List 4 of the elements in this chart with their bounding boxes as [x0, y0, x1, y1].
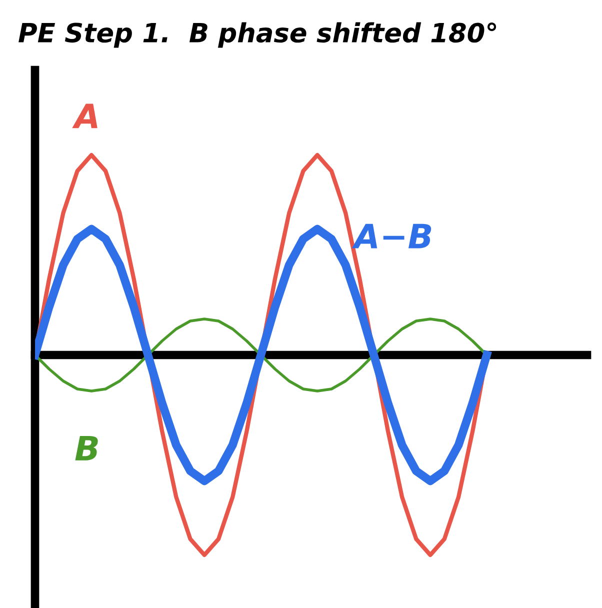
series-label: A [72, 104, 98, 128]
series-label: B [75, 436, 98, 460]
series-label: A−B [352, 224, 432, 248]
chart-title: PE Step 1. B phase shifted 180° [18, 22, 496, 48]
